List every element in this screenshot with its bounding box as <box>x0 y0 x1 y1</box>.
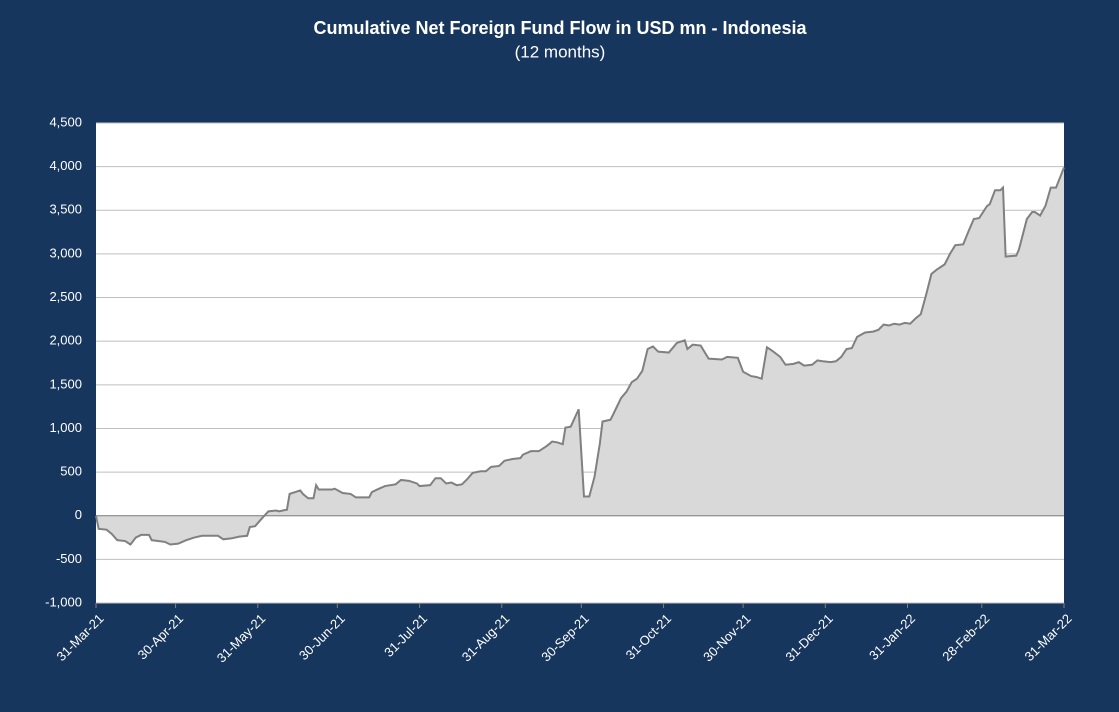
y-tick-label: 500 <box>60 464 82 479</box>
y-tick-label: 3,500 <box>49 202 82 217</box>
y-tick-label: 0 <box>75 507 82 522</box>
y-tick-label: 2,500 <box>49 289 82 304</box>
y-tick-label: -500 <box>56 551 82 566</box>
y-tick-label: 4,500 <box>49 114 82 129</box>
chart-subtitle: (12 months) <box>515 42 606 61</box>
y-tick-label: 3,000 <box>49 245 82 260</box>
y-tick-label: 1,500 <box>49 376 82 391</box>
line <box>95 167 1065 546</box>
chart-title: Cumulative Net Foreign Fund Flow in USD … <box>313 18 807 38</box>
area <box>96 167 1064 545</box>
y-tick-label: -1,000 <box>45 594 82 609</box>
y-tick-label: 1,000 <box>49 420 82 435</box>
y-tick-label: 4,000 <box>49 158 82 173</box>
y-tick-label: 2,000 <box>49 333 82 348</box>
